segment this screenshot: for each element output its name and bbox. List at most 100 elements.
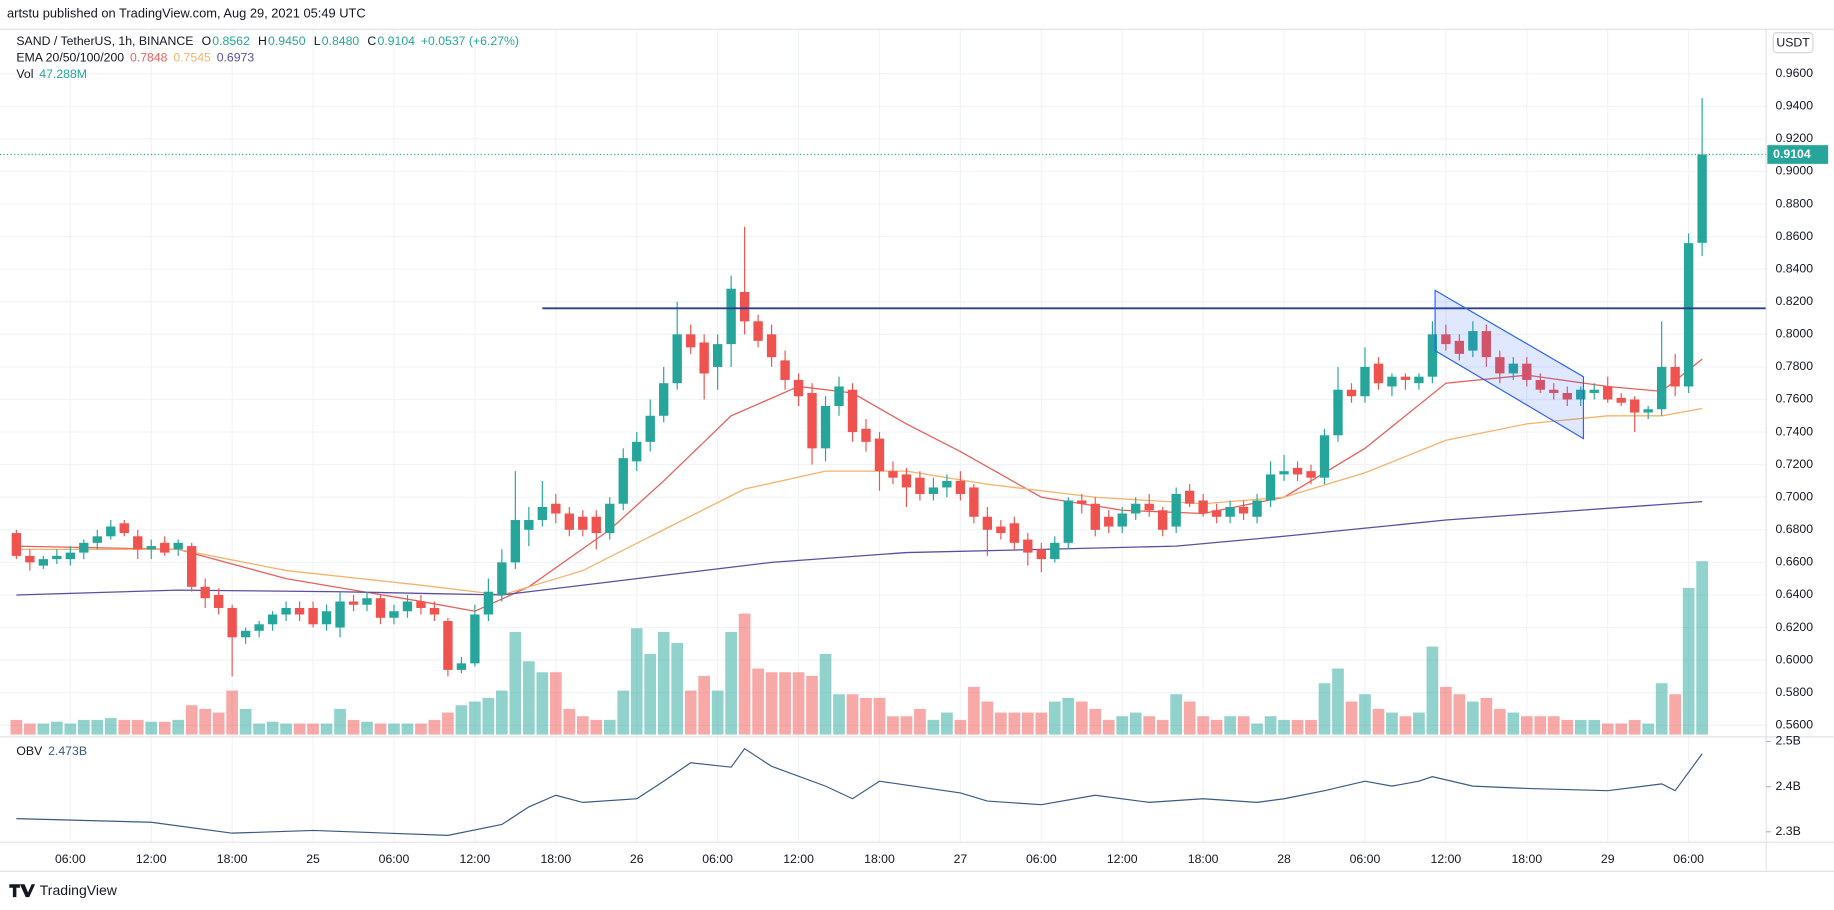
volume-bar (1318, 683, 1331, 735)
volume-bar (1170, 694, 1183, 735)
x-tick-label: 26 (630, 852, 644, 866)
x-tick-label: 06:00 (55, 852, 86, 866)
y-tick-label: 0.7200 (1776, 457, 1814, 471)
y-tick-label: 0.8600 (1776, 229, 1814, 243)
candle-body (888, 471, 898, 478)
obv-tick-label: 2.3B (1776, 824, 1801, 838)
y-tick-label: 0.8800 (1776, 196, 1814, 210)
volume-bar (131, 719, 144, 735)
brand-name: TradingView (40, 882, 118, 898)
obv-tick-label: 2.5B (1776, 734, 1801, 748)
volume-bar (1197, 716, 1209, 735)
y-tick-label: 0.6800 (1776, 522, 1814, 536)
candle-body (1279, 471, 1289, 475)
volume-bar (158, 721, 171, 735)
candle-body (375, 598, 386, 618)
x-tick-label: 12:00 (1431, 852, 1462, 866)
volume-bar (1480, 697, 1493, 735)
volume-bar (280, 723, 292, 735)
volume-bar (1399, 716, 1412, 735)
y-tick-label: 0.7000 (1776, 489, 1814, 503)
candle-body (1225, 506, 1235, 517)
candle-body (1373, 363, 1384, 384)
volume-bar (806, 675, 818, 735)
legend-item: C (367, 34, 376, 48)
volume-bar (1278, 719, 1290, 735)
candle-body (1036, 549, 1046, 560)
x-tick-label: 06:00 (379, 852, 410, 866)
published-line: artstu published on TradingView.com, Aug… (7, 5, 366, 20)
volume-bar (765, 672, 778, 735)
candle-body (955, 480, 966, 494)
volume-bar (64, 723, 77, 735)
x-tick-label: 28 (1277, 852, 1291, 866)
candle-body (618, 458, 628, 504)
x-tick-label: 18:00 (1511, 852, 1542, 866)
y-tick-label: 0.5600 (1776, 718, 1814, 732)
volume-bar (1210, 719, 1223, 735)
x-tick-label: 25 (306, 852, 320, 866)
currency-box[interactable] (1772, 32, 1814, 54)
candle-body (240, 630, 251, 638)
candle-body (1144, 503, 1154, 511)
candle-body (1535, 379, 1545, 390)
x-tick-label: 18:00 (217, 852, 248, 866)
volume-bar (1075, 701, 1088, 735)
volume-bar (239, 708, 252, 735)
candle-body (793, 379, 804, 397)
candle-body (416, 601, 426, 608)
candle-body (1683, 243, 1694, 387)
candle-body (1495, 357, 1505, 374)
volume-layer (10, 561, 1708, 735)
candle-body (551, 503, 561, 514)
volume-bar (1237, 716, 1250, 735)
volume-bar (1453, 694, 1466, 735)
volume-bar (118, 719, 131, 735)
candle-body (294, 607, 305, 615)
legend-row: SAND / TetherUS, 1h, BINANCE O0.8562 H0.94… (16, 34, 519, 48)
volume-bar (37, 723, 50, 735)
volume-bar (698, 675, 711, 735)
volume-bar (361, 721, 373, 735)
legend-item: +0.0537 (+6.27%) (421, 34, 519, 48)
legend-item: 0.6973 (217, 51, 255, 65)
candle-body (146, 546, 156, 550)
candle-body (1346, 389, 1357, 397)
candle-body (1252, 500, 1262, 517)
candle-body (321, 611, 332, 625)
candle-body (645, 415, 655, 442)
volume-bar (711, 690, 724, 735)
volume-bar (1642, 723, 1655, 735)
volume-bar (1129, 712, 1142, 735)
candle-body (847, 389, 858, 433)
candle-body (429, 607, 440, 615)
volume-bar (887, 716, 899, 735)
x-tick-label: 18:00 (540, 852, 571, 866)
x-tick-label: 06:00 (1673, 852, 1704, 866)
volume-bar (10, 719, 23, 735)
candle-body (1050, 542, 1060, 560)
legend-row: EMA 20/50/100/200 0.7848 0.7545 0.6973 (16, 51, 254, 65)
candle-body (200, 586, 210, 599)
ema-line (16, 358, 1703, 612)
volume-bar (1426, 646, 1439, 735)
candle-body (213, 594, 224, 608)
candle-body (1171, 493, 1181, 527)
y-tick-label: 0.6200 (1776, 620, 1814, 634)
volume-bar (981, 701, 994, 735)
candle-body (1616, 397, 1626, 403)
candle-body (65, 552, 75, 560)
x-tick-label: 12:00 (1107, 852, 1138, 866)
volume-bar (455, 705, 468, 735)
volume-bar (482, 697, 495, 735)
volume-bar (1089, 708, 1102, 735)
candle-body (1427, 334, 1438, 377)
candle-body (173, 542, 183, 550)
legend-item: Vol (16, 67, 33, 81)
volume-bar (1156, 719, 1169, 735)
y-tick-label: 0.6600 (1776, 555, 1814, 569)
candle-body (1292, 467, 1303, 475)
candle-body (119, 523, 129, 534)
candle-body (712, 344, 723, 367)
volume-bar (388, 723, 400, 735)
